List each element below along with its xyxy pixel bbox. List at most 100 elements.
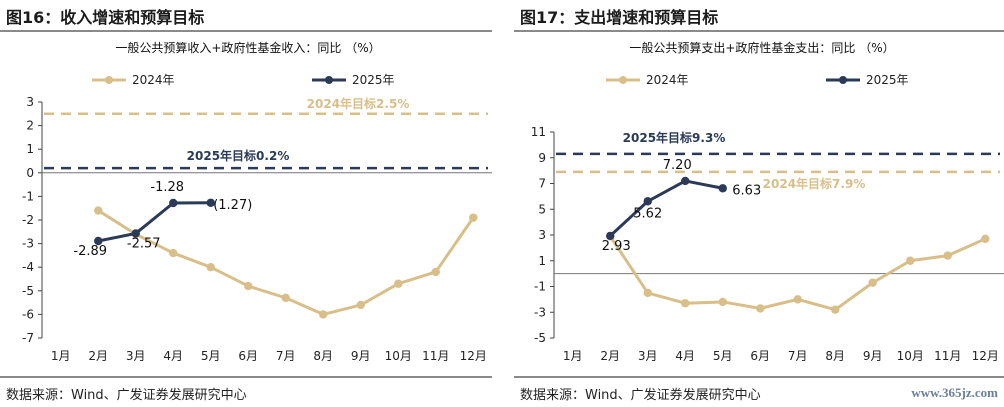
data-point	[169, 198, 178, 208]
data-label: 2.93	[602, 239, 631, 254]
data-point	[606, 231, 615, 241]
y-tick-label: -5	[534, 331, 546, 345]
y-tick-label: 7	[538, 177, 546, 191]
x-tick-label: 10月	[897, 349, 924, 363]
x-tick-label: 3月	[126, 349, 146, 363]
y-tick-label: -2	[22, 213, 34, 227]
data-point	[756, 304, 765, 313]
series-line	[609, 179, 724, 238]
x-tick-label: 9月	[351, 349, 371, 363]
legend-label: 2024年	[132, 73, 175, 87]
y-tick-label: -3	[534, 305, 546, 319]
x-tick-label: 8月	[825, 349, 845, 363]
x-tick-label: 2月	[600, 349, 620, 363]
data-point	[718, 184, 727, 193]
x-tick-label: 11月	[422, 349, 449, 363]
top-rule	[0, 30, 492, 32]
data-point	[131, 229, 140, 238]
data-point	[643, 197, 652, 206]
data-point	[718, 297, 727, 307]
target-reference-label: 2025年目标0.2%	[187, 148, 290, 163]
target-reference-label: 2024年目标7.9%	[763, 176, 866, 191]
x-tick-label: 7月	[788, 349, 808, 363]
chart-title: 一般公共预算收入+政府性基金收入：同比 （%）	[115, 40, 380, 55]
data-point	[281, 293, 290, 303]
data-point	[206, 198, 215, 207]
data-point	[943, 251, 952, 260]
x-tick-label: 3月	[638, 349, 658, 363]
data-point	[981, 234, 990, 244]
data-point	[431, 267, 440, 277]
data-point	[169, 248, 178, 258]
data-label: 7.20	[663, 158, 692, 173]
data-label: -1.28	[150, 180, 184, 195]
legend-swatch-marker	[105, 76, 113, 84]
x-tick-label: 5月	[201, 349, 221, 363]
y-tick-label: -1	[22, 189, 34, 203]
data-label: 6.63	[732, 183, 761, 198]
y-tick-label: -7	[22, 331, 34, 345]
y-tick-label: 1	[538, 254, 546, 268]
x-tick-label: 8月	[313, 349, 333, 363]
data-label: -2.57	[127, 236, 161, 251]
legend-item: 2025年	[826, 73, 909, 87]
top-rule	[514, 30, 1004, 32]
chart-title: 一般公共预算支出+政府性基金支出：同比 （%）	[629, 40, 894, 55]
legend-item: 2024年	[92, 73, 175, 87]
legend-label: 2025年	[352, 73, 395, 87]
legend-swatch-marker	[325, 76, 333, 84]
data-point	[643, 288, 652, 298]
y-tick-label: -5	[22, 284, 34, 298]
y-tick-label: 0	[26, 166, 34, 180]
y-tick-label: -4	[22, 260, 34, 274]
data-point	[681, 176, 690, 186]
y-tick-label: 2	[26, 119, 34, 133]
data-point	[394, 279, 403, 288]
x-tick-label: 1月	[51, 349, 71, 363]
watermark: www.365jz.com	[911, 385, 998, 400]
figure-title: 图17：支出增速和预算目标	[520, 8, 719, 27]
data-point	[94, 236, 103, 246]
expenditure-growth-chart: 一般公共预算支出+政府性基金支出：同比 （%） 2024年 2025年 11 9 7 5 3 1…	[531, 40, 1004, 363]
series-line	[97, 201, 211, 243]
revenue-growth-chart: 一般公共预算收入+政府性基金收入：同比 （%） 2024年 2025年 3 2 1 0 -1 -…	[22, 40, 492, 363]
legend-item: 2024年	[606, 73, 689, 87]
target-reference-label: 2025年目标9.3%	[623, 130, 726, 145]
x-tick-label: 5月	[713, 349, 733, 363]
data-label: (1.27)	[213, 198, 252, 213]
x-tick-label: 6月	[238, 349, 258, 363]
legend-label: 2025年	[866, 73, 909, 87]
y-tick-label: 3	[26, 95, 34, 109]
x-tick-label: 12月	[460, 349, 487, 363]
data-point	[206, 263, 215, 272]
data-point	[244, 281, 253, 291]
data-point	[793, 295, 802, 304]
x-tick-label: 4月	[163, 349, 183, 363]
y-tick-label: 3	[538, 228, 546, 242]
data-point	[906, 256, 915, 265]
target-reference-label: 2024年目标2.5%	[307, 96, 410, 111]
y-tick-label: 5	[538, 202, 546, 216]
data-point	[94, 206, 103, 215]
y-tick-label: 11	[531, 125, 546, 139]
source-note: 数据来源：Wind、广发证券发展研究中心	[520, 388, 761, 403]
data-label: 5.62	[633, 206, 662, 221]
figure-title: 图16：收入增速和预算目标	[6, 8, 205, 27]
data-label: -2.89	[73, 244, 107, 259]
x-tick-label: 4月	[675, 349, 695, 363]
legend-label: 2024年	[646, 73, 689, 87]
data-point	[356, 300, 365, 310]
legend-item: 2025年	[312, 73, 395, 87]
bottom-rule	[0, 376, 492, 378]
y-tick-label: -3	[22, 237, 34, 251]
x-tick-label: 6月	[750, 349, 770, 363]
x-tick-label: 1月	[563, 349, 583, 363]
x-tick-label: 2月	[88, 349, 108, 363]
source-note: 数据来源：Wind、广发证券发展研究中心	[6, 388, 247, 403]
data-point	[319, 310, 328, 319]
x-tick-label: 7月	[276, 349, 296, 363]
x-tick-label: 11月	[934, 349, 961, 363]
expenditure-panel: 图17：支出增速和预算目标 一般公共预算支出+政府性基金支出：同比 （%） 202…	[514, 0, 1004, 407]
revenue-panel: 图16：收入增速和预算目标 一般公共预算收入+政府性基金收入：同比 （%） 202…	[0, 0, 492, 407]
data-point	[831, 305, 840, 314]
